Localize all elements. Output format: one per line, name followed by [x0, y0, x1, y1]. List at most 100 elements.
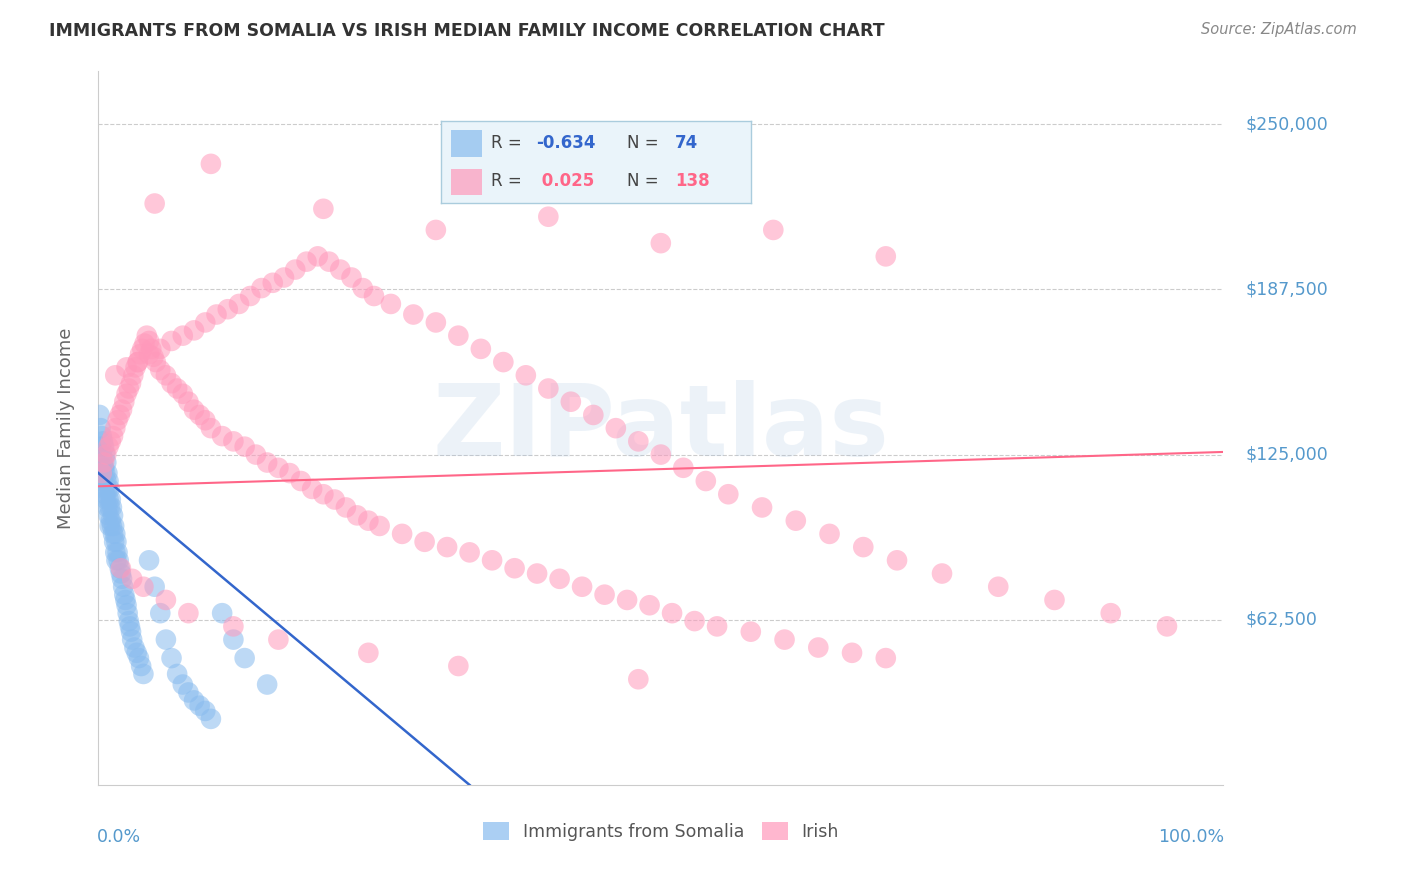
Point [312, 487, 335, 501]
Text: ZIPatlas: ZIPatlas [433, 380, 889, 476]
Point [211, 606, 233, 620]
Point [391, 527, 413, 541]
Point [340, 270, 363, 285]
Point [638, 599, 661, 613]
Point [122, 368, 145, 383]
Point [166, 382, 188, 396]
Point [105, 534, 128, 549]
Point [117, 606, 139, 620]
Point [96, 456, 118, 470]
Point [96, 466, 118, 480]
Point [112, 580, 135, 594]
Point [115, 386, 138, 401]
Text: 0.0%: 0.0% [97, 828, 142, 846]
Point [447, 328, 470, 343]
Point [108, 561, 131, 575]
Point [661, 606, 683, 620]
Y-axis label: Median Family Income: Median Family Income [56, 327, 75, 529]
Point [931, 566, 953, 581]
Point [380, 297, 402, 311]
Point [352, 281, 374, 295]
Text: $62,500: $62,500 [1246, 611, 1317, 629]
Point [138, 334, 160, 348]
Point [537, 210, 560, 224]
Point [616, 593, 638, 607]
Point [96, 500, 118, 515]
Point [233, 651, 256, 665]
Point [97, 508, 120, 523]
Point [1099, 606, 1122, 620]
Point [91, 474, 114, 488]
Point [548, 572, 571, 586]
Point [101, 508, 124, 523]
Point [134, 336, 156, 351]
Point [875, 249, 897, 263]
Point [318, 254, 340, 268]
Point [987, 580, 1010, 594]
Point [118, 382, 141, 396]
Point [256, 677, 278, 691]
Point [211, 429, 233, 443]
Point [818, 527, 841, 541]
Point [481, 553, 503, 567]
Text: Source: ZipAtlas.com: Source: ZipAtlas.com [1201, 22, 1357, 37]
Point [262, 276, 284, 290]
Point [537, 382, 560, 396]
Point [278, 466, 301, 480]
Point [582, 408, 605, 422]
Point [104, 368, 127, 383]
Point [706, 619, 728, 633]
Point [194, 704, 217, 718]
Point [363, 289, 385, 303]
Point [132, 580, 155, 594]
Point [100, 514, 122, 528]
Point [93, 440, 115, 454]
Point [143, 196, 166, 211]
Point [111, 572, 134, 586]
Point [717, 487, 740, 501]
Point [346, 508, 368, 523]
Point [104, 527, 127, 541]
Point [149, 606, 172, 620]
Point [90, 466, 112, 480]
Point [98, 500, 121, 515]
Point [142, 350, 165, 364]
Point [114, 593, 136, 607]
Point [96, 482, 118, 496]
Point [695, 474, 717, 488]
Point [97, 474, 120, 488]
Point [526, 566, 548, 581]
Point [267, 460, 290, 475]
Point [627, 434, 650, 449]
Point [160, 651, 183, 665]
Point [110, 566, 132, 581]
Point [301, 482, 323, 496]
Point [145, 355, 167, 369]
Point [155, 368, 177, 383]
Point [357, 646, 380, 660]
Point [121, 632, 143, 647]
Point [90, 466, 112, 480]
Point [183, 693, 205, 707]
Point [295, 254, 318, 268]
Point [323, 492, 346, 507]
Point [188, 698, 211, 713]
Point [436, 540, 458, 554]
Point [98, 482, 121, 496]
Point [115, 599, 138, 613]
Point [402, 308, 425, 322]
Point [172, 677, 194, 691]
Point [155, 593, 177, 607]
Point [93, 482, 115, 496]
Point [593, 588, 616, 602]
Point [290, 474, 312, 488]
Point [135, 328, 157, 343]
Point [425, 223, 447, 237]
Point [132, 667, 155, 681]
Point [172, 386, 194, 401]
Point [166, 667, 188, 681]
Point [650, 448, 672, 462]
Point [94, 466, 117, 480]
Point [627, 672, 650, 686]
Point [108, 408, 131, 422]
